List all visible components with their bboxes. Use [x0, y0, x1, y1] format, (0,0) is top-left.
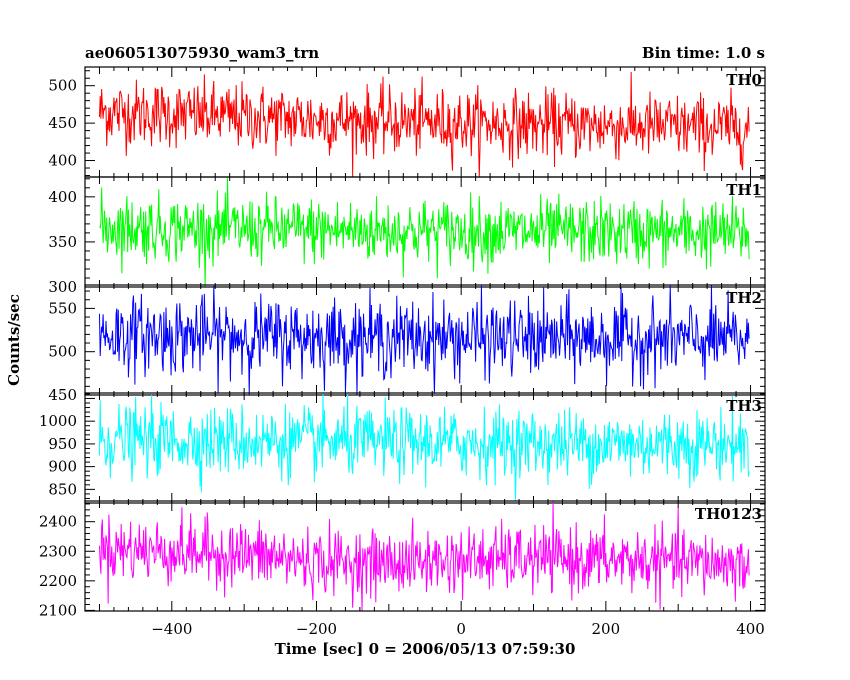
series-line-th1 [99, 177, 750, 287]
y-tick-label: 900 [48, 458, 77, 476]
y-tick-label: 850 [48, 480, 77, 498]
series-line-th0123 [98, 501, 750, 611]
y-tick-label: 400 [48, 188, 77, 206]
y-tick-label: 1000 [39, 412, 77, 430]
y-tick-label: 300 [48, 278, 77, 296]
panel-frame-th2 [84, 284, 766, 396]
series-line-th0 [98, 71, 750, 177]
bin-time-label: Bin time: 1.0 s [641, 44, 765, 62]
x-axis-label: Time [sec] 0 = 2006/05/13 07:59:30 [274, 640, 576, 658]
panel-label-th3: TH3 [726, 397, 762, 415]
panel-label-th0123: TH0123 [695, 505, 762, 523]
y-tick-label: 500 [48, 343, 77, 361]
panel-label-th0: TH0 [726, 71, 762, 89]
y-tick-label: 2200 [39, 572, 77, 590]
y-tick-label: 400 [48, 152, 77, 170]
panel-label-th2: TH2 [726, 289, 762, 307]
panel-label-th1: TH1 [726, 181, 762, 199]
y-tick-label: 450 [48, 386, 77, 404]
x-tick-label: −200 [296, 620, 337, 638]
panel-frame-th1 [84, 176, 766, 288]
y-axis-label: Counts/sec [5, 294, 23, 386]
panel-frame-th0123 [84, 500, 766, 612]
y-tick-label: 550 [48, 299, 77, 317]
series-line-th2 [98, 285, 750, 395]
y-tick-label: 2300 [39, 542, 77, 560]
y-tick-label: 350 [48, 233, 77, 251]
series-line-th3 [98, 393, 750, 501]
chart-title: ae060513075930_wam3_trn [85, 44, 320, 62]
y-tick-label: 950 [48, 435, 77, 453]
y-tick-label: 450 [48, 114, 77, 132]
y-tick-label: 500 [48, 77, 77, 95]
y-tick-label: 2100 [39, 601, 77, 619]
x-tick-label: −400 [151, 620, 192, 638]
x-tick-label: 400 [736, 620, 765, 638]
x-tick-label: 200 [592, 620, 621, 638]
y-tick-label: 2400 [39, 513, 77, 531]
x-tick-label: 0 [456, 620, 466, 638]
